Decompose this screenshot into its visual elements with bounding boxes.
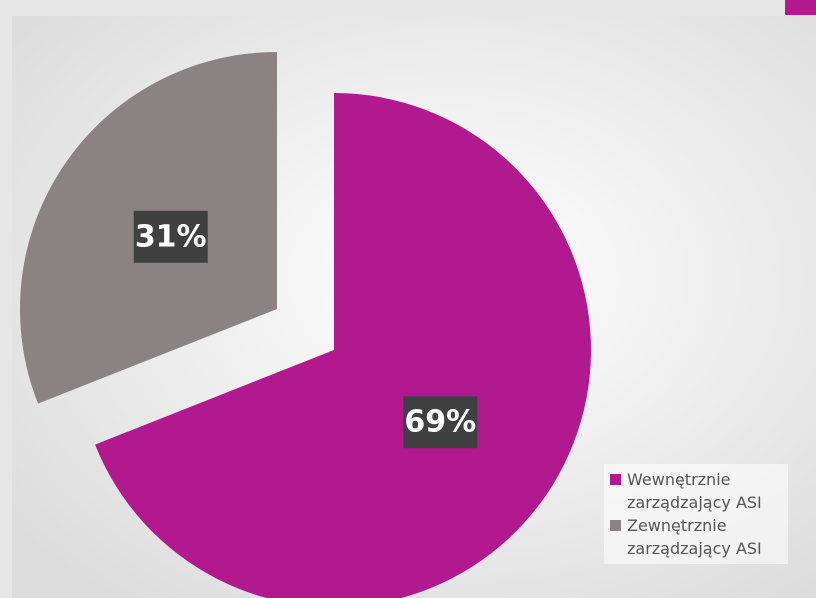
legend-item: Zewnętrznie zarządzający ASI	[606, 514, 786, 560]
value-label: 69%	[404, 405, 476, 440]
legend-label: Wewnętrznie zarządzający ASI	[627, 470, 762, 512]
pie-slice	[95, 93, 591, 598]
legend-item: Wewnętrznie zarządzający ASI	[606, 468, 786, 514]
value-label-box	[403, 396, 478, 449]
value-label: 31%	[135, 219, 207, 254]
legend-label: Zewnętrznie zarządzający ASI	[627, 516, 762, 558]
legend-swatch	[610, 474, 621, 485]
corner-accent	[785, 0, 816, 15]
legend: Wewnętrznie zarządzający ASI Zewnętrznie …	[604, 464, 788, 564]
legend-swatch	[610, 520, 621, 531]
value-label-box	[133, 210, 208, 263]
